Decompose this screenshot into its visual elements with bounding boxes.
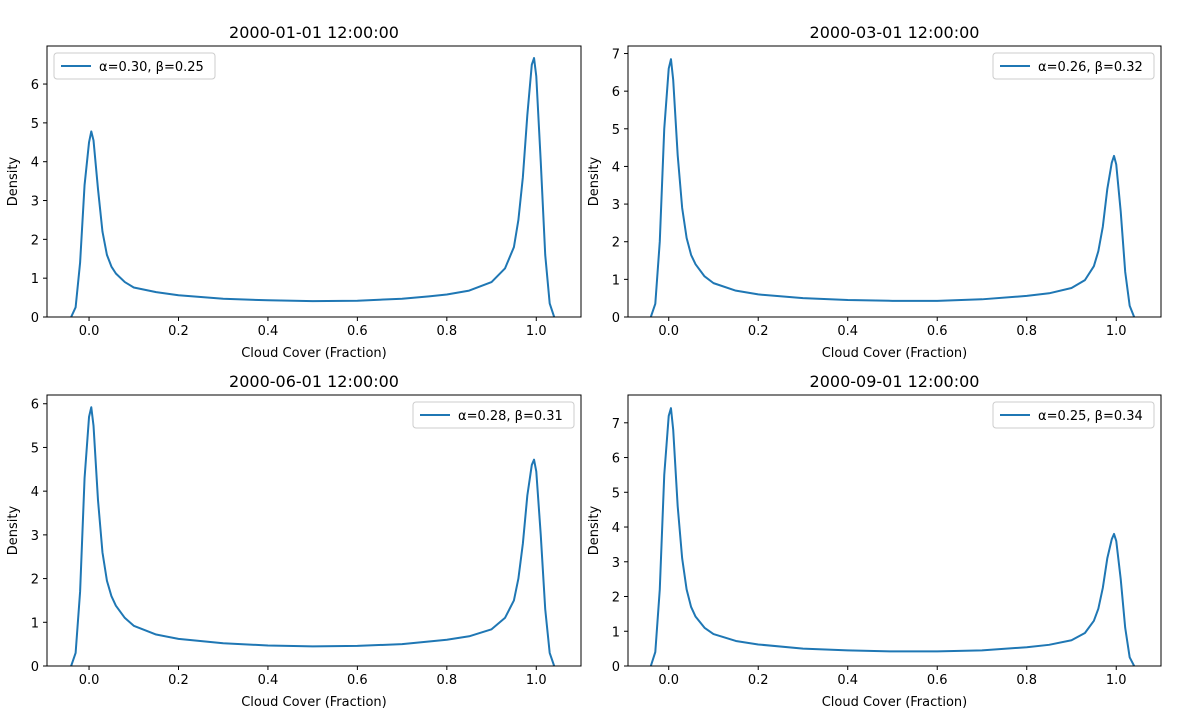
y-tick-label: 7 bbox=[612, 417, 620, 432]
density-curve bbox=[649, 58, 1136, 317]
y-tick-label: 5 bbox=[612, 486, 620, 501]
density-curve bbox=[70, 406, 556, 666]
y-tick-label: 1 bbox=[31, 616, 39, 631]
y-axis-label: Density bbox=[6, 156, 21, 206]
legend: α=0.26, β=0.32 bbox=[992, 52, 1155, 80]
y-tick-label: 4 bbox=[612, 160, 620, 175]
x-tick-label: 0.2 bbox=[748, 673, 769, 688]
y-tick-label: 2 bbox=[612, 236, 620, 251]
legend-box bbox=[992, 52, 1155, 80]
x-tick-label: 0.6 bbox=[347, 324, 368, 339]
x-tick-label: 0.8 bbox=[1016, 324, 1037, 339]
y-tick-label: 4 bbox=[612, 521, 620, 536]
x-tick-label: 0.6 bbox=[927, 673, 948, 688]
subplot-2: 2000-03-01 12:00:00 0.0 0.2 0.4 0.6 0.8 1.0 0 1 2… bbox=[587, 23, 1162, 361]
x-tick-label: 0.0 bbox=[79, 324, 100, 339]
y-tick-label: 2 bbox=[612, 591, 620, 606]
x-tick-label: 1.0 bbox=[1106, 324, 1127, 339]
y-axis-label: Density bbox=[587, 156, 602, 206]
axes-frame bbox=[46, 45, 582, 318]
y-tick-label: 4 bbox=[31, 485, 39, 500]
y-tick-label: 3 bbox=[612, 556, 620, 571]
y-tick-label: 2 bbox=[31, 233, 39, 248]
legend: α=0.30, β=0.25 bbox=[53, 52, 216, 80]
legend-label: α=0.26, β=0.32 bbox=[1038, 60, 1143, 75]
legend-box bbox=[992, 401, 1155, 429]
x-tick-label: 0.4 bbox=[258, 324, 279, 339]
legend-box bbox=[53, 52, 216, 80]
x-tick-label: 0.4 bbox=[837, 324, 858, 339]
y-tick-label: 0 bbox=[612, 660, 620, 675]
subplot-3: 2000-06-01 12:00:00 0.0 0.2 0.4 0.6 0.8 1.0 0 1 2… bbox=[6, 372, 582, 710]
y-tick-label: 5 bbox=[31, 441, 39, 456]
y-tick-label: 6 bbox=[612, 452, 620, 467]
y-tick-label: 2 bbox=[31, 573, 39, 588]
y-tick-label: 0 bbox=[612, 311, 620, 326]
x-tick-label: 0.0 bbox=[658, 324, 679, 339]
x-tick-label: 0.4 bbox=[258, 673, 279, 688]
x-tick-label: 1.0 bbox=[526, 324, 547, 339]
y-tick-label: 6 bbox=[31, 78, 39, 93]
x-tick-label: 1.0 bbox=[1106, 673, 1127, 688]
axes-frame bbox=[627, 45, 1162, 318]
x-tick-label: 0.0 bbox=[79, 673, 100, 688]
subplot-title: 2000-03-01 12:00:00 bbox=[810, 23, 980, 42]
y-tick-label: 3 bbox=[31, 529, 39, 544]
x-tick-label: 0.2 bbox=[168, 673, 189, 688]
x-axis-label: Cloud Cover (Fraction) bbox=[822, 695, 968, 710]
x-tick-label: 0.2 bbox=[168, 324, 189, 339]
legend-box bbox=[412, 401, 575, 429]
x-tick-label: 0.2 bbox=[748, 324, 769, 339]
axes-frame bbox=[627, 394, 1162, 667]
y-axis-label: Density bbox=[6, 505, 21, 555]
x-tick-label: 0.6 bbox=[347, 673, 368, 688]
y-tick-label: 1 bbox=[31, 272, 39, 287]
y-tick-label: 6 bbox=[612, 85, 620, 100]
subplot-4: 2000-09-01 12:00:00 0.0 0.2 0.4 0.6 0.8 1.0 0 1 2… bbox=[587, 372, 1162, 710]
legend-label: α=0.28, β=0.31 bbox=[458, 409, 563, 424]
x-axis-label: Cloud Cover (Fraction) bbox=[822, 346, 968, 361]
subplot-title: 2000-09-01 12:00:00 bbox=[810, 372, 980, 391]
x-tick-label: 1.0 bbox=[526, 673, 547, 688]
y-tick-label: 5 bbox=[612, 123, 620, 138]
y-axis-label: Density bbox=[587, 505, 602, 555]
x-axis-label: Cloud Cover (Fraction) bbox=[241, 695, 387, 710]
y-tick-label: 0 bbox=[31, 660, 39, 675]
y-tick-label: 3 bbox=[31, 195, 39, 210]
x-tick-label: 0.8 bbox=[436, 324, 457, 339]
subplot-title: 2000-01-01 12:00:00 bbox=[229, 23, 399, 42]
legend: α=0.28, β=0.31 bbox=[412, 401, 575, 429]
subplot-title: 2000-06-01 12:00:00 bbox=[229, 372, 399, 391]
legend: α=0.25, β=0.34 bbox=[992, 401, 1155, 429]
y-tick-label: 0 bbox=[31, 311, 39, 326]
y-tick-label: 1 bbox=[612, 273, 620, 288]
y-tick-label: 3 bbox=[612, 198, 620, 213]
y-tick-label: 7 bbox=[612, 48, 620, 63]
y-tick-label: 5 bbox=[31, 117, 39, 132]
axes-frame bbox=[46, 394, 582, 667]
x-tick-label: 0.6 bbox=[927, 324, 948, 339]
x-tick-label: 0.8 bbox=[436, 673, 457, 688]
legend-label: α=0.30, β=0.25 bbox=[99, 60, 204, 75]
x-tick-label: 0.8 bbox=[1016, 673, 1037, 688]
x-axis-label: Cloud Cover (Fraction) bbox=[241, 346, 387, 361]
legend-label: α=0.25, β=0.34 bbox=[1038, 409, 1143, 424]
x-tick-label: 0.4 bbox=[837, 673, 858, 688]
density-curve bbox=[70, 57, 556, 317]
y-tick-label: 6 bbox=[31, 398, 39, 413]
x-tick-label: 0.0 bbox=[658, 673, 679, 688]
density-curve bbox=[649, 407, 1136, 666]
y-tick-label: 4 bbox=[31, 156, 39, 171]
subplot-1: 2000-01-01 12:00:00 0.0 0.2 0.4 0.6 0.8 1.0 0 1 2… bbox=[6, 23, 582, 361]
y-tick-label: 1 bbox=[612, 625, 620, 640]
